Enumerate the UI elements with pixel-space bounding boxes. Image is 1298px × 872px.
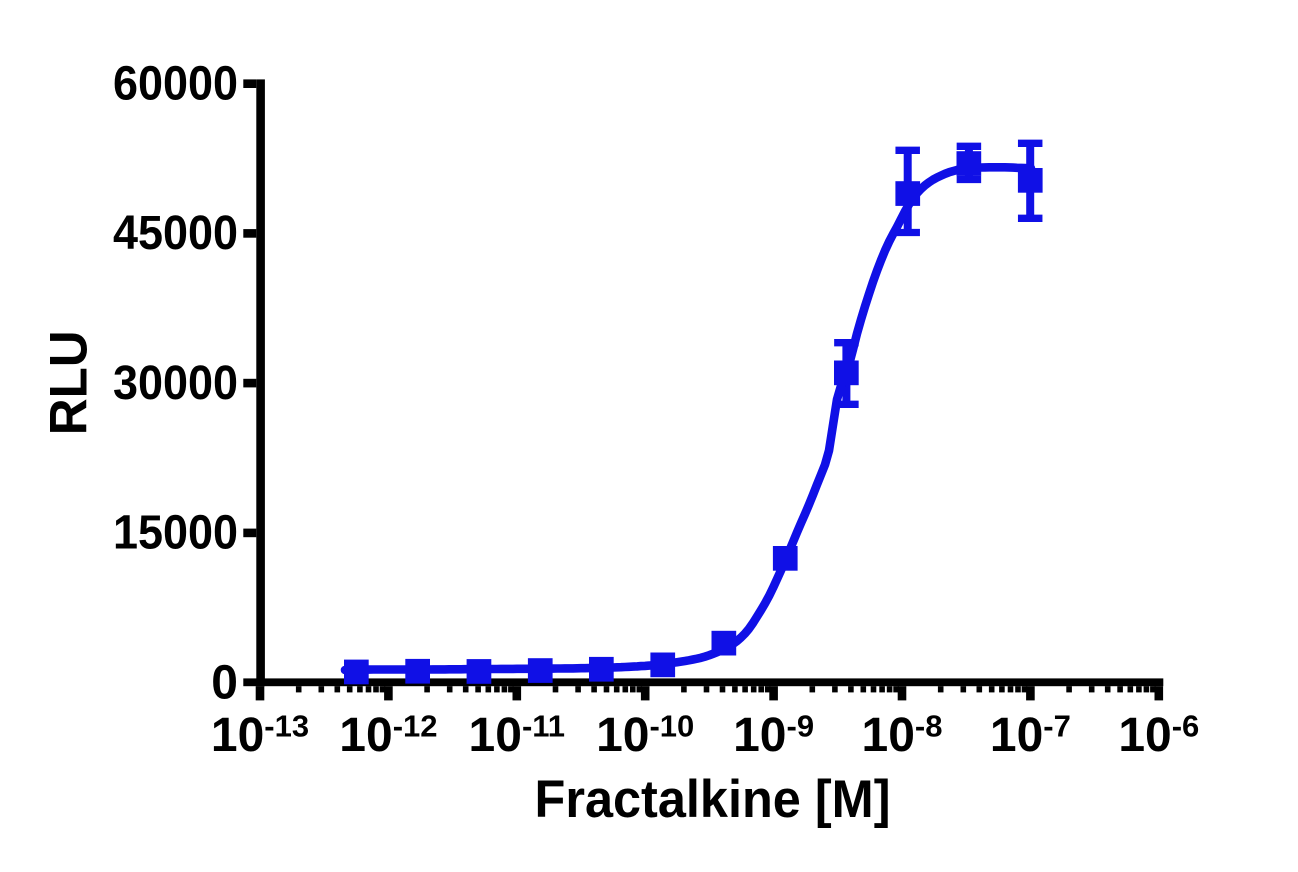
svg-text:10-9: 10-9 [733, 709, 814, 763]
svg-text:45000: 45000 [113, 207, 238, 260]
svg-text:15000: 15000 [113, 507, 238, 560]
svg-text:0: 0 [211, 656, 238, 709]
svg-text:RLU: RLU [40, 330, 99, 435]
svg-text:10-8: 10-8 [862, 709, 943, 763]
svg-text:60000: 60000 [113, 58, 238, 111]
svg-text:Fractalkine [M]: Fractalkine [M] [535, 770, 891, 829]
svg-text:30000: 30000 [113, 357, 238, 410]
